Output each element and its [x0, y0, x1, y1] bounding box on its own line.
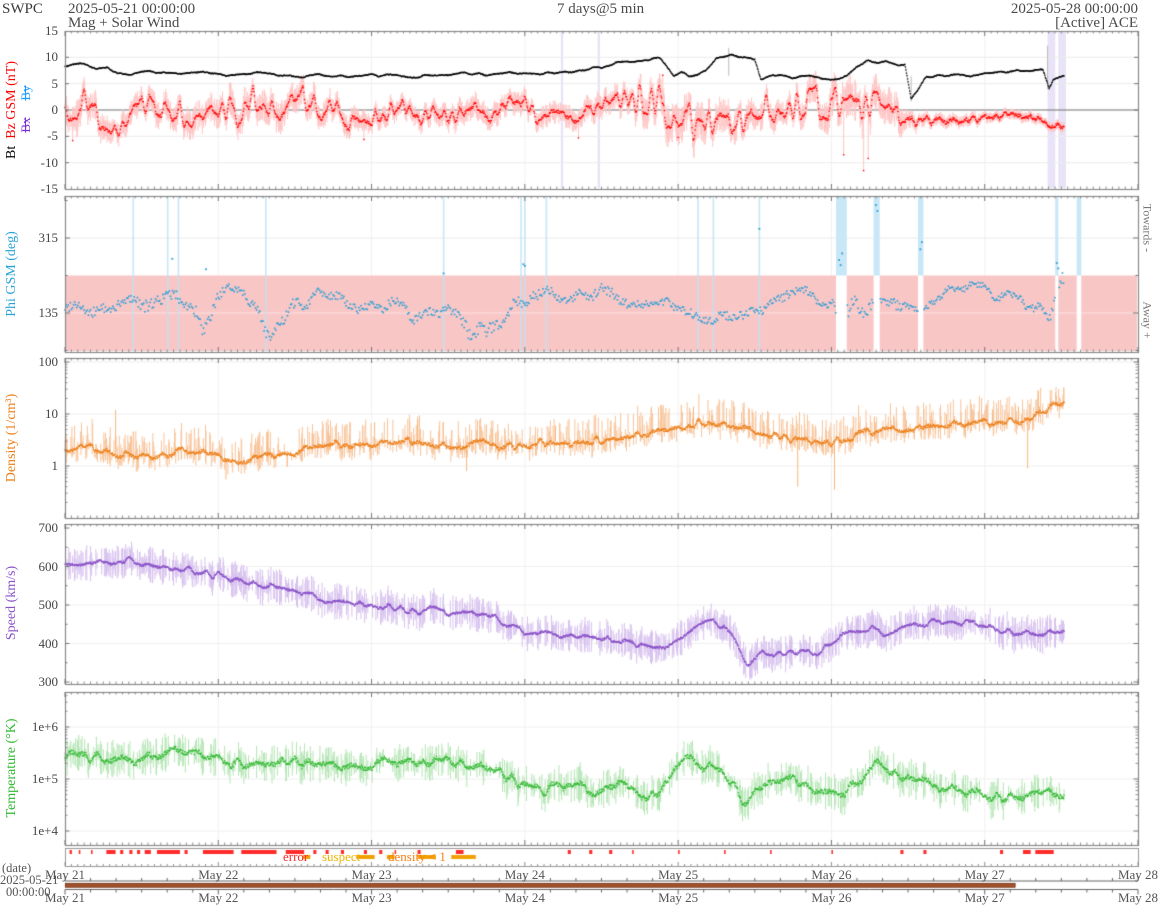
- y-tick-label: 1e+4: [31, 823, 58, 838]
- y-tick-label: 10: [45, 406, 58, 421]
- date-label-row2: May 27: [964, 890, 1005, 905]
- y-tick-label: 10: [45, 49, 58, 65]
- y-tick-label: 1: [51, 458, 59, 473]
- date-label-row2: May 28: [1117, 890, 1158, 905]
- y-tick-label: 0: [51, 102, 59, 117]
- y-tick-label: -10: [40, 154, 58, 170]
- y-tick-label: 1e+6: [31, 719, 58, 734]
- y-tick-label: 700: [38, 520, 59, 535]
- date-label-row1: May 21: [44, 867, 86, 882]
- plot-end-time: 2025-05-28 00:00:00: [1010, 1, 1138, 17]
- y-tick-label: 315: [38, 230, 59, 245]
- date-label-row2: May 25: [658, 890, 699, 905]
- legend-suspect: suspect: [322, 849, 361, 864]
- date-label-row2: May 23: [351, 890, 392, 905]
- swpc-brand: SWPC: [2, 1, 43, 17]
- y-tick-label: 135: [38, 305, 59, 320]
- y-tick-label: 300: [38, 674, 59, 689]
- date-label-row2: May 26: [811, 890, 852, 905]
- data-source-label: [Active] ACE: [1055, 15, 1138, 31]
- date-label-row1: May 25: [658, 867, 699, 882]
- y-tick-label: 15: [45, 22, 58, 38]
- date-label-row2: May 24: [504, 890, 545, 905]
- plot-start-time: 2025-05-21 00:00:00: [68, 1, 196, 17]
- date-label-row1: May 22: [198, 867, 239, 882]
- bz-label: Bz GSM (nT): [4, 60, 19, 139]
- date-axis-caption: (date): [2, 861, 32, 875]
- date-label-row2: May 22: [198, 890, 239, 905]
- plot-resolution: 7 days@5 min: [557, 1, 645, 17]
- y-tick-label: 400: [38, 635, 59, 651]
- date-label-row1: May 23: [351, 867, 392, 882]
- y-tick-label: -15: [40, 181, 58, 197]
- legend-density-lt-1: density < 1: [388, 849, 446, 864]
- towards-sector-label: Towards -: [1140, 203, 1155, 253]
- date-label-row1: May 26: [811, 867, 852, 882]
- y-tick-label: 1e+5: [31, 771, 58, 786]
- date-label-row2: May 21: [44, 890, 86, 905]
- plot-title: Mag + Solar Wind: [68, 15, 180, 31]
- y-tick-label: 500: [38, 597, 59, 612]
- date-label-row1: May 28: [1117, 867, 1158, 882]
- y-tick-label: 100: [38, 354, 59, 369]
- away-sector-label: Away +: [1140, 301, 1155, 339]
- y-tick-label: -5: [47, 128, 58, 144]
- y-tick-label: 600: [38, 558, 59, 574]
- legend-error: error: [283, 849, 309, 864]
- start-time-value: 00:00:00: [6, 885, 51, 899]
- y-tick-label: 5: [51, 75, 59, 91]
- date-label-row1: May 27: [964, 867, 1005, 882]
- start-date-value: 2025-05-21: [0, 873, 59, 887]
- date-label-row1: May 24: [504, 867, 545, 882]
